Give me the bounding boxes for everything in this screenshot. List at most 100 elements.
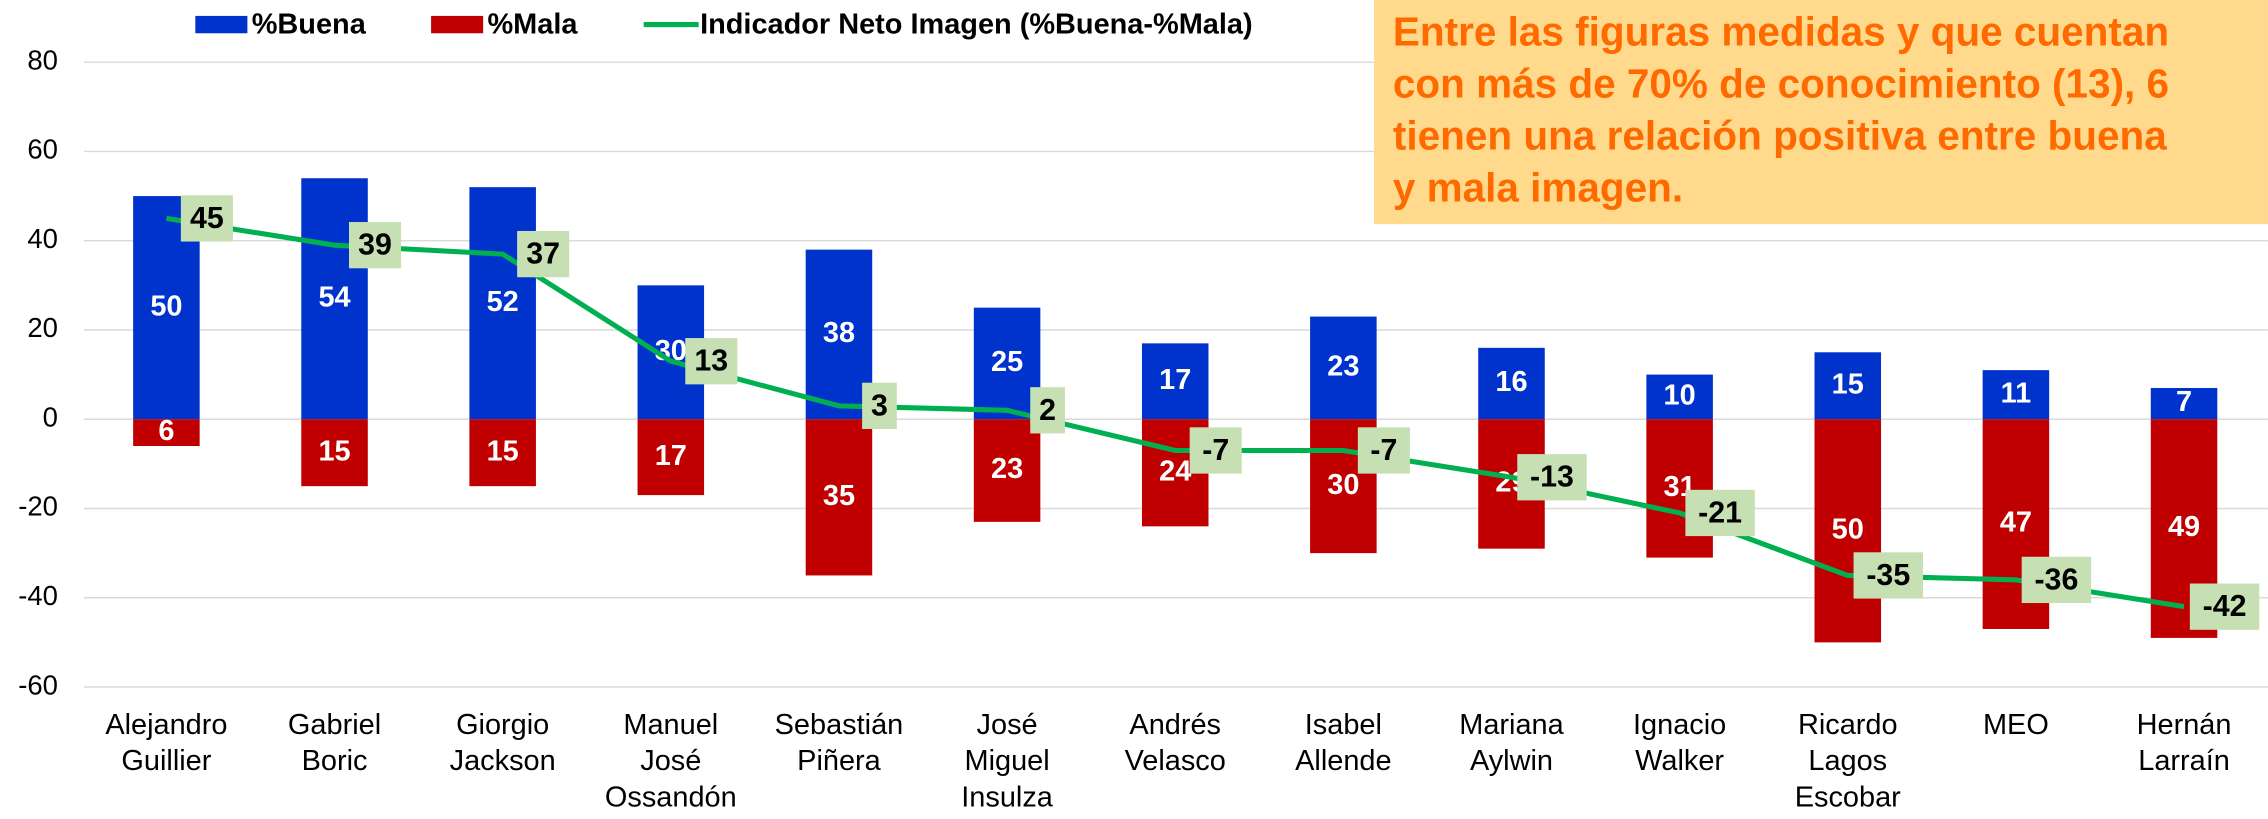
data-label: 15	[318, 435, 350, 467]
data-label: 37	[526, 238, 560, 271]
x-tick-line: Miguel	[965, 745, 1050, 777]
x-tick-label: Manuel José Ossandón	[605, 709, 737, 813]
x-tick-label: Mariana Aylwin	[1459, 709, 1564, 777]
x-tick-line: Piñera	[797, 745, 881, 777]
data-label: 50	[1832, 513, 1864, 545]
data-label: 23	[991, 453, 1023, 485]
x-tick-line: Ricardo	[1798, 709, 1898, 741]
data-label-box	[1030, 387, 1065, 434]
data-label: 38	[823, 317, 855, 349]
x-tick-line: Mariana	[1459, 709, 1564, 741]
bar	[1310, 316, 1377, 420]
x-tick-label: Ignacio Walker	[1633, 709, 1726, 777]
data-label: 25	[991, 346, 1023, 378]
x-tick-label: Giorgio Jackson	[450, 709, 556, 777]
x-tick-line: Boric	[302, 745, 368, 777]
x-tick-label: Hernán Larraín	[2137, 709, 2232, 777]
data-label-box	[1357, 427, 1410, 474]
data-label: 50	[150, 290, 182, 322]
bar	[469, 187, 536, 420]
data-label: 35	[823, 480, 855, 512]
data-label: 3	[871, 389, 888, 422]
bar	[1646, 374, 1713, 420]
annotation-text: tienen una relación positiva entre buena	[1393, 113, 2167, 159]
x-tick-label: MEO	[1983, 709, 2049, 741]
data-label: -36	[2034, 563, 2078, 596]
x-tick-line: Giorgio	[456, 709, 549, 741]
legend-swatch	[195, 15, 248, 34]
annotation-box	[1374, 0, 2268, 225]
y-tick-label: 40	[27, 223, 58, 254]
x-tick-line: Andrés	[1129, 709, 1221, 741]
data-label: -42	[2203, 590, 2247, 623]
data-label: -21	[1698, 496, 1742, 529]
x-tick-label: José Miguel Insulza	[961, 709, 1054, 813]
x-tick-line: Hernán	[2137, 709, 2232, 741]
data-label-box	[180, 195, 233, 242]
bar	[469, 419, 536, 487]
bar	[805, 249, 873, 420]
y-tick-label: -40	[18, 580, 58, 611]
data-label-box	[1517, 454, 1587, 501]
data-label: 6	[158, 415, 174, 447]
y-tick-label: 60	[27, 134, 58, 165]
x-tick-line: Ossandón	[605, 781, 737, 813]
data-label-box	[2189, 583, 2260, 630]
bar	[637, 419, 705, 496]
legend-label: Indicador Neto Imagen (%Buena-%Mala)	[700, 9, 1253, 41]
x-tick-line: Manuel	[623, 709, 718, 741]
data-label-box	[2021, 556, 2092, 604]
data-label: 17	[1159, 364, 1191, 396]
x-tick-line: José	[977, 709, 1038, 741]
data-label-box	[1853, 552, 1923, 599]
data-label: 47	[2000, 507, 2032, 539]
data-label-box	[685, 338, 738, 385]
x-tick-line: Gabriel	[288, 709, 381, 741]
data-label: 54	[318, 281, 350, 313]
data-label: -13	[1530, 461, 1574, 494]
bar	[133, 419, 200, 447]
bar	[301, 419, 368, 487]
annotation-text: Entre las figuras medidas y que cuentan	[1393, 8, 2169, 54]
data-label: -7	[1370, 434, 1397, 467]
data-label: 45	[190, 202, 224, 235]
x-tick-line: Sebastián	[775, 709, 904, 741]
net-line	[166, 215, 2185, 610]
x-tick-line: Jackson	[450, 745, 556, 777]
x-tick-line: Larraín	[2138, 745, 2230, 777]
bar	[1982, 370, 2050, 420]
data-label: -7	[1202, 434, 1229, 467]
x-tick-label: Sebastián Piñera	[775, 709, 904, 777]
data-label: 23	[1327, 351, 1359, 383]
x-tick-line: Velasco	[1125, 745, 1226, 777]
data-label: 13	[694, 345, 728, 378]
x-tick-line: Insulza	[961, 781, 1054, 813]
data-label: 15	[487, 435, 519, 467]
data-label: 52	[487, 286, 519, 318]
data-label: 2	[1039, 394, 1056, 427]
bar	[973, 419, 1041, 522]
x-tick-line: Guillier	[121, 745, 211, 777]
x-tick-label: Alejandro Guillier	[105, 709, 227, 777]
x-tick-label: Gabriel Boric	[288, 709, 381, 777]
x-tick-label: Isabel Allende	[1295, 709, 1391, 777]
data-label: 16	[1495, 366, 1527, 398]
bar	[1814, 419, 1882, 643]
bar	[973, 307, 1041, 420]
data-label: 15	[1832, 368, 1864, 400]
annotation-text: y mala imagen.	[1393, 165, 1683, 211]
data-label: 11	[2001, 377, 2032, 409]
x-tick-line: Allende	[1295, 745, 1391, 777]
data-label: -35	[1866, 559, 1910, 592]
data-label-box	[517, 230, 570, 278]
data-label: 49	[2168, 511, 2200, 543]
y-tick-label: -60	[18, 669, 58, 700]
data-label: 39	[358, 229, 392, 262]
bar	[2150, 387, 2218, 420]
bar	[1478, 347, 1545, 420]
data-label-box	[1189, 427, 1242, 474]
x-tick-line: MEO	[1983, 709, 2049, 741]
x-tick-label: Ricardo Lagos Escobar	[1795, 709, 1901, 813]
x-tick-line: Aylwin	[1470, 745, 1553, 777]
x-tick-line: Alejandro	[105, 709, 227, 741]
